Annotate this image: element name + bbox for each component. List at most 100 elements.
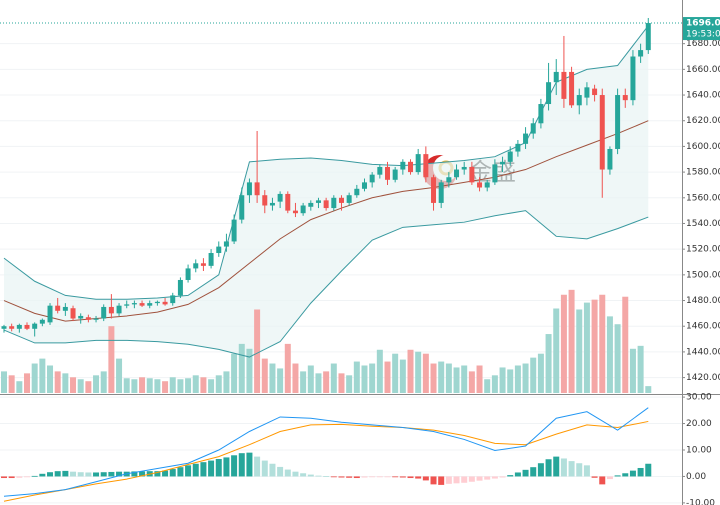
volume-bar	[484, 379, 491, 393]
candle-body	[24, 324, 30, 329]
volume-bar	[154, 379, 161, 393]
volume-bar	[254, 309, 261, 393]
volume-bar	[292, 363, 299, 393]
candle-body	[246, 182, 252, 196]
candle-body	[423, 154, 429, 178]
macd-histogram-bar	[468, 476, 475, 482]
macd-histogram-bar	[162, 470, 169, 477]
y-tick-label: 1420.00	[686, 373, 720, 383]
macd-histogram-bar	[438, 476, 445, 485]
macd-histogram-bar	[100, 472, 107, 477]
candle-body	[592, 88, 598, 96]
volume-bar	[560, 294, 567, 393]
candle-body	[546, 82, 552, 105]
candle-body	[638, 50, 644, 57]
macd-histogram-bar	[415, 476, 422, 479]
signal-line	[3, 420, 649, 502]
macd-histogram-bar	[576, 463, 583, 477]
macd-histogram-bar	[62, 470, 69, 477]
band-fill	[4, 25, 649, 358]
macd-histogram-bar	[223, 457, 230, 477]
y-tick-label: -10.00	[686, 498, 715, 505]
candle-body	[607, 148, 613, 170]
candle-body	[615, 95, 621, 149]
volume-bar	[47, 365, 54, 393]
candle-body	[515, 143, 521, 152]
volume-bar	[277, 368, 284, 393]
volume-bar	[162, 381, 169, 393]
candle-body	[599, 95, 605, 170]
candle-body	[461, 166, 467, 170]
macd-histogram-bar	[399, 476, 406, 478]
macd-histogram-bar	[215, 458, 222, 477]
volume-bar	[24, 373, 31, 393]
candle-body	[431, 177, 437, 203]
candle-body	[292, 210, 298, 214]
macd-histogram-bar	[246, 452, 253, 477]
volume-bar	[622, 296, 629, 393]
macd-histogram-bar	[491, 476, 498, 479]
macd-histogram-bar	[8, 476, 15, 479]
candle-body	[108, 306, 114, 314]
volume-bar	[131, 379, 138, 393]
candle-body	[85, 317, 91, 320]
y-tick-label: 0.00	[686, 472, 706, 482]
macd-histogram-bar	[622, 473, 629, 477]
candle-body	[584, 87, 590, 98]
candle-body	[47, 305, 53, 323]
volume-bar	[246, 348, 253, 393]
macd-histogram-bar	[238, 453, 245, 477]
macd-histogram-bar	[261, 460, 268, 477]
candle-body	[1, 326, 7, 329]
candle-body	[315, 200, 321, 203]
candle-body	[331, 197, 337, 209]
candle-body	[630, 56, 636, 101]
candle-body	[185, 268, 191, 280]
volume-bar	[231, 353, 238, 393]
macd-histogram-bar	[560, 458, 567, 477]
macd-histogram-bar	[422, 476, 429, 481]
y-tick-label: 1540.00	[686, 219, 720, 229]
y-tick-label: 1640.00	[686, 91, 720, 101]
macd-histogram-bar	[39, 473, 46, 477]
macd-histogram-bar	[131, 471, 138, 477]
candle-body	[454, 169, 460, 178]
macd-histogram-bar	[231, 455, 238, 477]
volume-bar	[208, 379, 215, 393]
candle-body	[139, 303, 145, 306]
candle-body	[55, 305, 61, 311]
candle-body	[569, 71, 575, 106]
candle-body	[124, 304, 130, 306]
macd-histogram-bar	[292, 471, 299, 477]
volume-bar	[338, 373, 345, 393]
volume-bar	[369, 363, 376, 393]
volume-bar	[269, 363, 276, 393]
candle-body	[369, 174, 375, 183]
volume-bar	[192, 375, 199, 393]
volume-bar	[300, 371, 307, 393]
macd-histogram-bar	[139, 471, 146, 477]
y-tick-label: 1440.00	[686, 347, 720, 357]
macd-histogram-bar	[369, 476, 376, 478]
candle-body	[354, 188, 360, 196]
volume-bar	[100, 371, 107, 393]
y-tick-label: 1660.00	[686, 65, 720, 75]
y-tick-label: 1500.00	[686, 270, 720, 280]
candle-body	[32, 323, 38, 329]
candle-body	[39, 319, 45, 324]
macd-histogram-bar	[430, 476, 437, 485]
volume-bar	[139, 377, 146, 393]
candle-body	[147, 303, 153, 306]
y-tick-label: 1520.00	[686, 245, 720, 255]
volume-bar	[399, 359, 406, 393]
candle-body	[208, 253, 214, 266]
volume-bar	[261, 358, 268, 393]
candle-body	[62, 306, 68, 311]
volume-bar	[553, 308, 560, 393]
candle-body	[400, 161, 406, 170]
candle-body	[223, 241, 229, 247]
macd-histogram-bar	[330, 476, 337, 478]
volume-bar	[123, 378, 130, 393]
